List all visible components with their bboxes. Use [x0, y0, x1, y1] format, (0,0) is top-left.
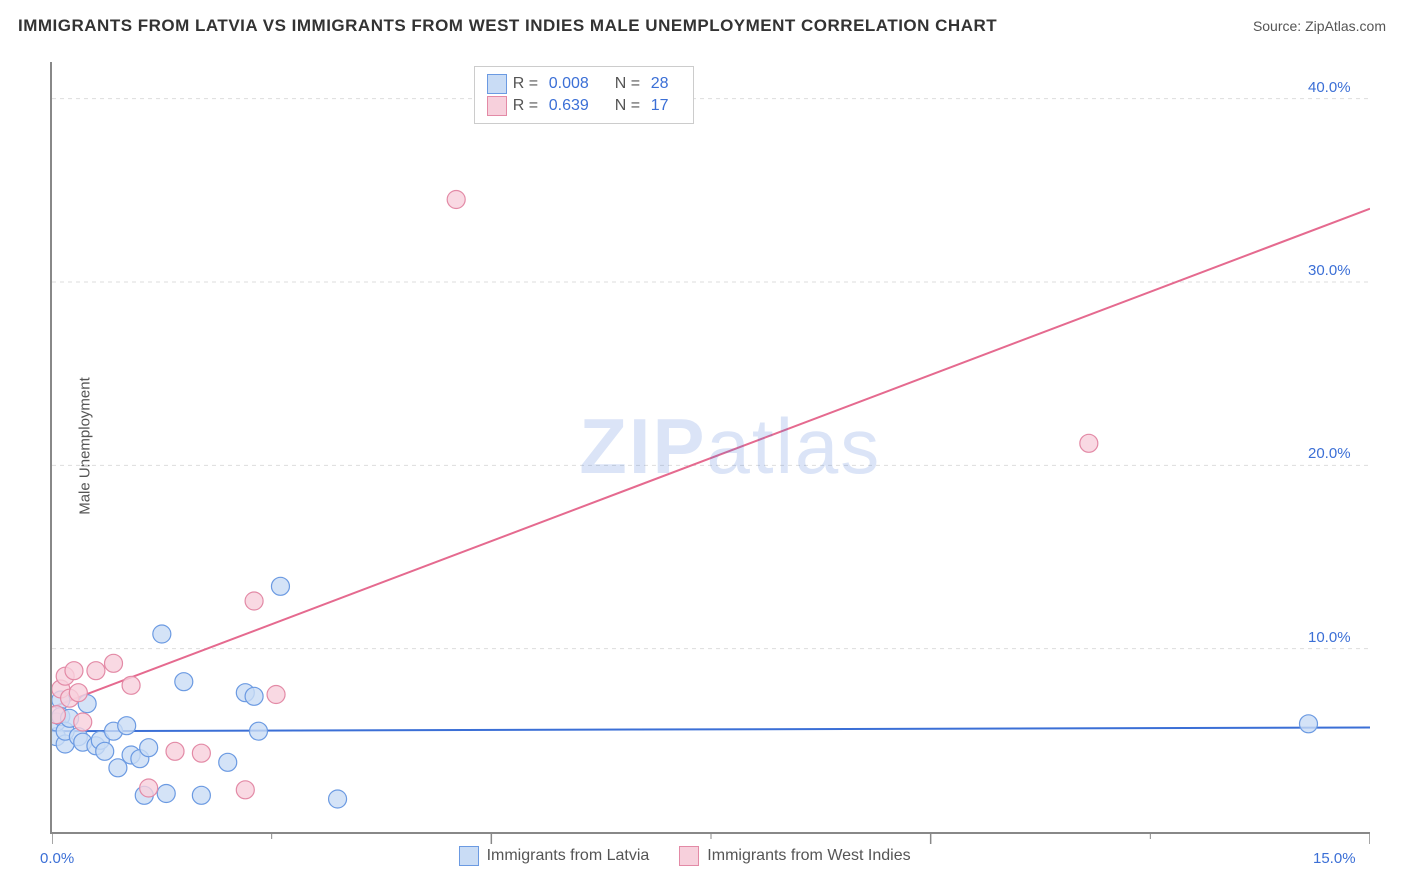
legend-bottom-item: Immigrants from West Indies: [679, 846, 910, 866]
scatter-svg: [52, 62, 1370, 862]
y-tick-label: 20.0%: [1308, 445, 1351, 462]
legend-top: R = 0.008 N = 28 R = 0.639 N = 17: [474, 66, 694, 124]
legend-top-row: R = 0.008 N = 28: [487, 73, 681, 95]
legend-n-label: N =: [615, 95, 645, 117]
y-tick-label: 30.0%: [1308, 262, 1351, 279]
legend-r-label: R =: [513, 95, 543, 117]
legend-n-label: N =: [615, 73, 645, 95]
y-tick-label: 40.0%: [1308, 79, 1351, 96]
legend-bottom-item: Immigrants from Latvia: [459, 846, 650, 866]
legend-n-value: 28: [651, 73, 681, 95]
legend-swatch: [679, 846, 699, 866]
legend-top-row: R = 0.639 N = 17: [487, 95, 681, 117]
legend-r-value: 0.639: [549, 95, 609, 117]
x-tick-label: 0.0%: [40, 850, 74, 867]
legend-bottom-label: Immigrants from West Indies: [707, 847, 910, 865]
legend-swatch: [487, 74, 507, 94]
chart-title: IMMIGRANTS FROM LATVIA VS IMMIGRANTS FRO…: [18, 16, 997, 36]
legend-n-value: 17: [651, 95, 681, 117]
legend-swatch: [459, 846, 479, 866]
chart-container: IMMIGRANTS FROM LATVIA VS IMMIGRANTS FRO…: [0, 0, 1406, 892]
legend-r-value: 0.008: [549, 73, 609, 95]
y-tick-label: 10.0%: [1308, 629, 1351, 646]
x-tick-label: 15.0%: [1313, 850, 1356, 867]
legend-bottom: Immigrants from Latvia Immigrants from We…: [459, 846, 911, 866]
legend-bottom-label: Immigrants from Latvia: [487, 847, 650, 865]
source-label: Source: ZipAtlas.com: [1253, 18, 1386, 34]
plot-area: ZIPatlas R =0.008N =28R =0.639N =17: [50, 62, 1370, 834]
legend-swatch: [487, 96, 507, 116]
legend-r-label: R =: [513, 73, 543, 95]
